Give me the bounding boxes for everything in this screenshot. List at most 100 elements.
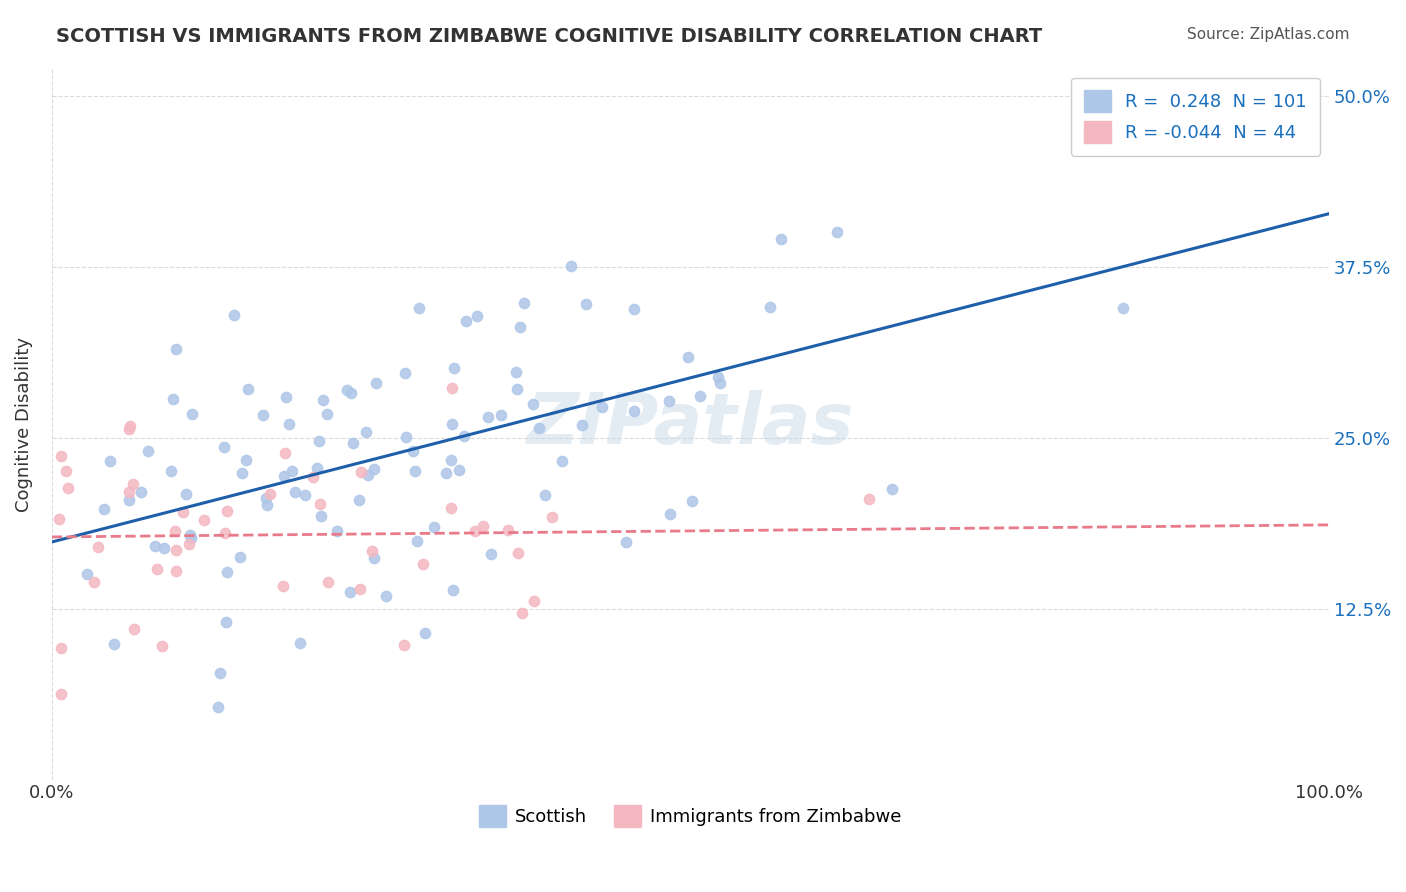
Point [208,665,231,680]
Point [658,394,681,409]
Point [312,392,335,407]
Point [496,523,519,537]
Point [316,407,339,421]
Point [614,535,637,549]
Point [523,594,546,608]
Point [118,485,141,500]
Point [273,445,295,459]
Point [404,464,426,478]
Point [449,463,471,477]
Point [252,408,274,422]
Point [434,466,457,480]
Point [122,622,145,636]
Point [676,350,699,364]
Point [394,366,416,380]
Point [513,296,536,310]
Point [440,453,463,467]
Point [76,567,98,582]
Point [103,637,125,651]
Point [825,226,848,240]
Point [347,492,370,507]
Point [481,547,503,561]
Point [180,532,202,546]
Point [254,491,277,506]
Point [575,297,598,311]
Point [177,537,200,551]
Point [454,314,477,328]
Point [259,487,281,501]
Point [309,497,332,511]
Point [165,524,187,538]
Point [560,260,582,274]
Point [235,453,257,467]
Point [534,488,557,502]
Point [222,309,245,323]
Point [510,606,533,620]
Point [229,549,252,564]
Point [316,575,339,590]
Point [375,589,398,603]
Point [121,477,143,491]
Text: SCOTTISH VS IMMIGRANTS FROM ZIMBABWE COGNITIVE DISABILITY CORRELATION CHART: SCOTTISH VS IMMIGRANTS FROM ZIMBABWE COG… [56,27,1042,45]
Point [48,511,70,525]
Point [273,469,295,483]
Point [176,487,198,501]
Point [357,468,380,483]
Point [294,488,316,502]
Point [165,543,187,558]
Point [273,579,295,593]
Point [238,382,260,396]
Point [440,501,463,516]
Point [349,582,371,596]
Point [153,541,176,555]
Y-axis label: Cognitive Disability: Cognitive Disability [15,336,32,512]
Point [340,385,363,400]
Point [98,453,121,467]
Point [408,301,430,315]
Point [422,520,444,534]
Point [336,383,359,397]
Point [623,404,645,418]
Point [339,585,361,599]
Point [571,418,593,433]
Point [256,498,278,512]
Point [179,528,201,542]
Point [505,365,527,379]
Point [441,381,464,395]
Point [217,565,239,579]
Point [463,524,485,538]
Point [658,507,681,521]
Point [880,482,903,496]
Point [214,526,236,541]
Point [129,485,152,500]
Point [443,361,465,376]
Point [145,562,167,576]
Point [441,583,464,598]
Point [152,640,174,654]
Point [551,454,574,468]
Point [55,464,77,478]
Point [309,509,332,524]
Point [366,376,388,390]
Point [278,417,301,432]
Point [477,409,499,424]
Point [453,429,475,443]
Point [769,231,792,245]
Point [591,400,613,414]
Point [143,540,166,554]
Point [215,504,238,518]
Point [93,501,115,516]
Point [165,564,187,578]
Point [172,504,194,518]
Point [527,420,550,434]
Point [165,342,187,356]
Point [342,436,364,450]
Point [491,408,513,422]
Point [308,434,330,448]
Point [162,392,184,406]
Point [49,640,72,655]
Point [1164,141,1187,155]
Text: ZIPatlas: ZIPatlas [527,390,853,458]
Point [215,615,238,630]
Point [415,626,437,640]
